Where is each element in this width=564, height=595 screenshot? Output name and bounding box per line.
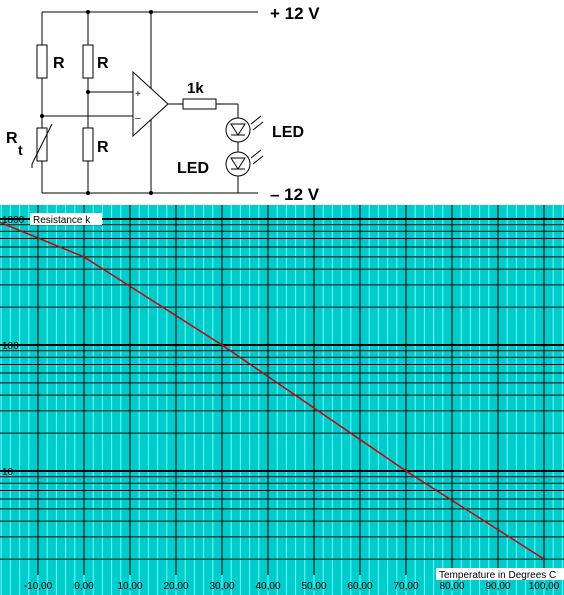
x-tick-label: 100,00 — [529, 581, 560, 592]
opamp-minus: – — [135, 113, 141, 124]
supply-negative-label: – 12 V — [270, 185, 320, 204]
resistor-mid-top — [82, 44, 94, 79]
x-tick-label: 50,00 — [301, 581, 326, 592]
opamp-plus: + — [135, 89, 141, 100]
resistor-mid-top-label: R — [97, 55, 109, 72]
series-layer — [0, 221, 545, 560]
x-tick-label: 30,00 — [209, 581, 234, 592]
x-tick-label: 0,00 — [74, 581, 94, 592]
resistor-left-top — [36, 44, 48, 79]
resistor-left-top-label: R — [53, 55, 65, 72]
thermistor-arrow — [31, 123, 53, 168]
opamp — [132, 70, 169, 138]
series-resistor-label: 1k — [187, 80, 204, 97]
resistance-temperature-chart: 1000 100 10 -10,00 0,00 10,00 20,00 30,00 40,00 5… — [0, 205, 564, 595]
series-line-0 — [0, 221, 545, 560]
supply-positive-label: + 12 V — [270, 4, 320, 23]
x-tick-label: 80,00 — [439, 581, 464, 592]
led-1 — [225, 115, 264, 143]
circuit-diagram: + 12 V – 12 V R R R R t 1k LED LED + – — [6, 4, 320, 204]
y-axis-label: Resistance k — [33, 215, 91, 226]
tick-labels: 1000 100 10 -10,00 0,00 10,00 20,00 30,00 40,00 5… — [2, 215, 560, 592]
resistor-mid-bottom-label: R — [97, 139, 109, 156]
resistor-1k — [182, 98, 217, 110]
y-tick-label: 100 — [2, 341, 19, 352]
led-2 — [225, 149, 264, 177]
major-grid — [0, 205, 564, 575]
resistor-mid-bottom — [82, 127, 94, 162]
x-axis-label: Temperature in Degrees C — [439, 570, 556, 581]
led-label-bottom: LED — [177, 160, 209, 177]
x-tick-label: -10,00 — [24, 581, 53, 592]
thermistor-label-subscript: t — [18, 142, 23, 158]
y-tick-label: 10 — [2, 467, 14, 478]
y-tick-label: 1000 — [2, 215, 25, 226]
x-tick-label: 40,00 — [255, 581, 280, 592]
led-label-top: LED — [272, 124, 304, 141]
x-tick-label: 10,00 — [117, 581, 142, 592]
x-tick-label: 90,00 — [485, 581, 510, 592]
x-tick-label: 70,00 — [393, 581, 418, 592]
x-tick-label: 20,00 — [163, 581, 188, 592]
x-tick-label: 60,00 — [347, 581, 372, 592]
thermistor-label: R — [6, 130, 18, 147]
